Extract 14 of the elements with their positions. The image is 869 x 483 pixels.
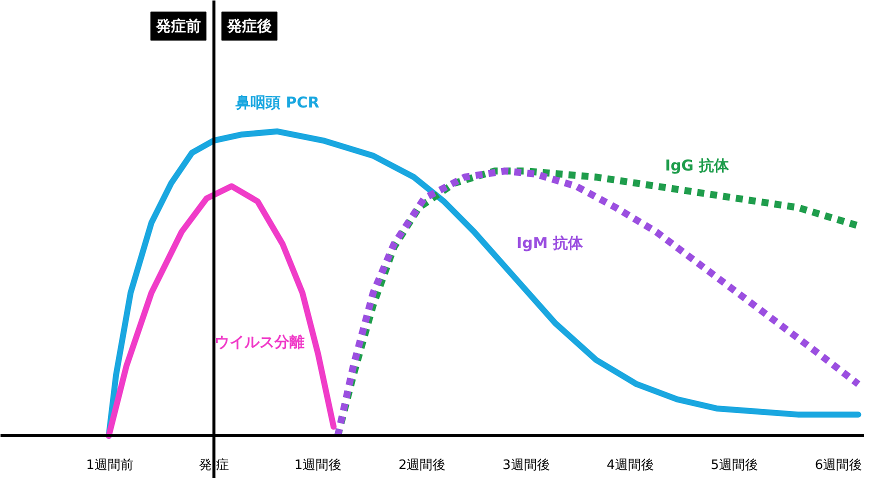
x-tick-label: 4週間後 <box>606 458 654 473</box>
x-tick-label: 発 症 <box>198 458 229 473</box>
text: IgM 抗体 <box>516 234 584 252</box>
text: 発症後 <box>226 17 272 36</box>
text: 発症前 <box>154 17 201 36</box>
x-tick-label: 5週間後 <box>710 458 758 473</box>
series-label: ウイルス分離 <box>214 333 305 352</box>
x-tick-label: 6週間後 <box>814 458 862 473</box>
x-tick-label: 3週間後 <box>502 458 550 473</box>
x-tick-label: 2週間後 <box>398 458 446 473</box>
series-label: 鼻咽頭 PCR <box>234 93 320 112</box>
x-tick-label: 1週間後 <box>294 458 342 473</box>
x-tick-label: 1週間前 <box>86 458 134 473</box>
series-label: IgG 抗体 <box>664 156 730 174</box>
